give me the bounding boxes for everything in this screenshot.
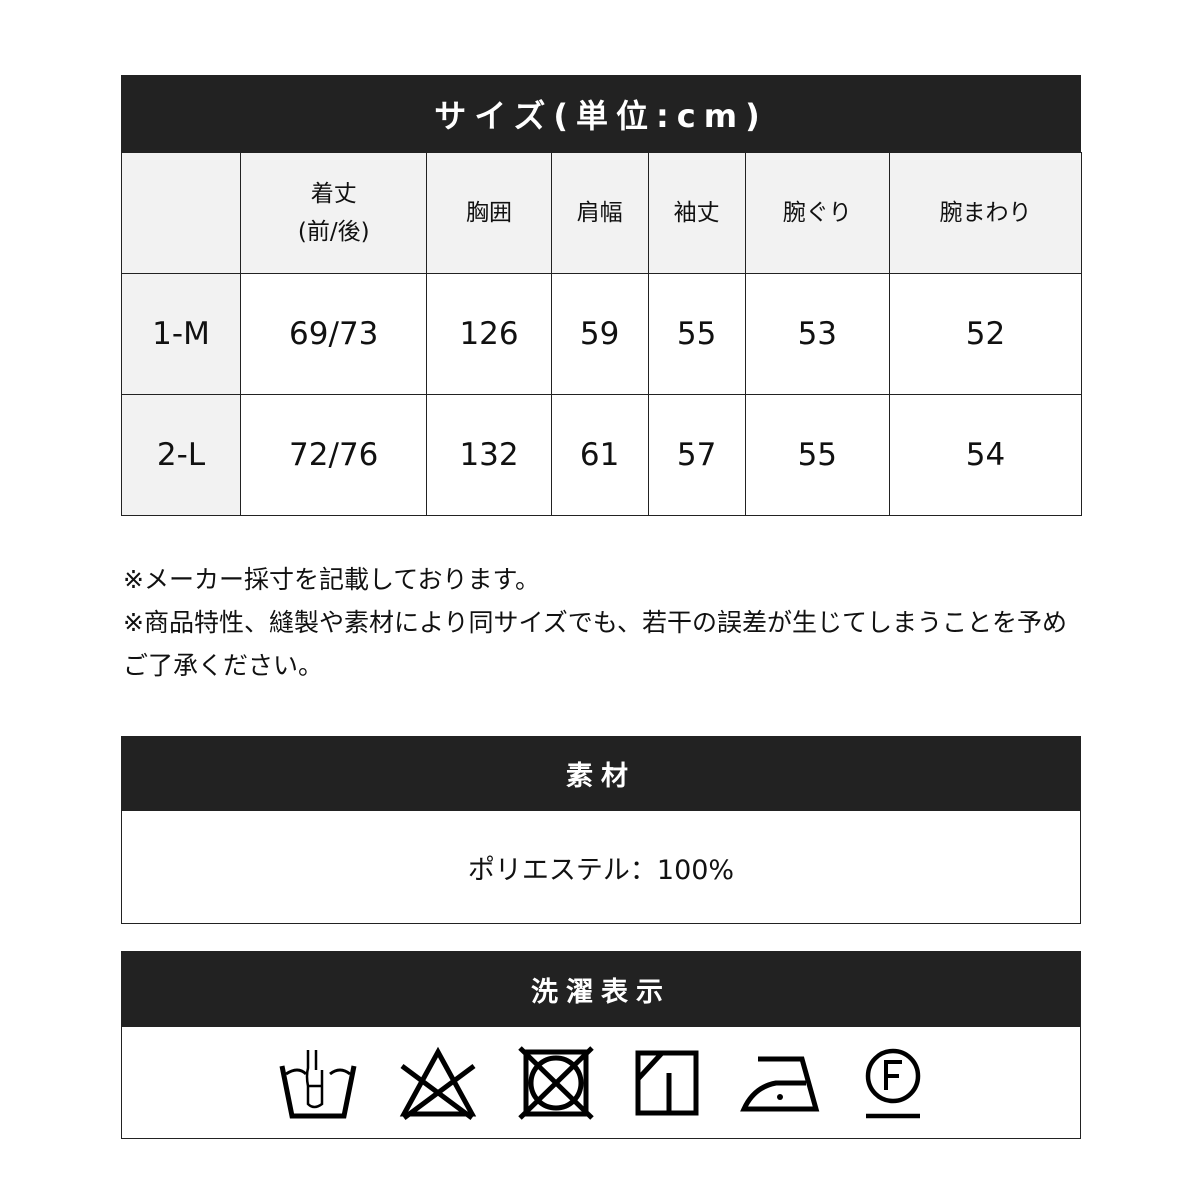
table-row: 2-L 72/76 132 61 57 55 54 [121, 394, 1082, 516]
cell: 52 [889, 273, 1082, 395]
iron-low-icon [740, 1056, 820, 1111]
header-cell: 腕まわり [889, 152, 1082, 274]
cell: 59 [550, 273, 649, 395]
material-box: ポリエステル：100% [121, 811, 1081, 924]
cell: 69/73 [239, 273, 428, 395]
header-cell: 袖丈 [647, 152, 746, 274]
line-dry-shade-icon [635, 1050, 699, 1115]
no-tumble-dry-icon [518, 1045, 594, 1120]
note: ※メーカー採寸を記載しております。 [123, 565, 540, 594]
cell: 55 [647, 273, 746, 395]
care-icons [121, 1027, 1081, 1139]
cell: 57 [647, 394, 746, 516]
header-cell: 腕ぐり [744, 152, 891, 274]
row-label: 2-L [121, 394, 241, 516]
note: ※商品特性、縫製や素材により同サイズでも、若干の誤差が生じてしまうことを予めご了… [123, 608, 1067, 680]
cell: 126 [426, 273, 552, 395]
size-table: 着丈 (前/後) 胸囲 肩幅 袖丈 腕ぐり 腕まわり 1-M 69/73 126… [121, 152, 1082, 516]
material-title: 素材 [121, 736, 1081, 811]
cell: 132 [426, 394, 552, 516]
row-label: 1-M [121, 273, 241, 395]
cell: 72/76 [239, 394, 428, 516]
material-value: ポリエステル：100% [467, 854, 735, 886]
cell: 55 [744, 394, 891, 516]
no-bleach-icon [399, 1046, 477, 1120]
cell: 61 [550, 394, 649, 516]
size-title: サイズ(単位:cm) [121, 75, 1081, 152]
header-cell [121, 152, 241, 274]
header-cell: 肩幅 [550, 152, 649, 274]
table-row: 1-M 69/73 126 59 55 53 52 [121, 273, 1082, 395]
notes: ※メーカー採寸を記載しております。 ※商品特性、縫製や素材により同サイズでも、若… [123, 558, 1083, 687]
table-header-row: 着丈 (前/後) 胸囲 肩幅 袖丈 腕ぐり 腕まわり [121, 152, 1082, 274]
cell: 54 [889, 394, 1082, 516]
header-cell: 着丈 (前/後) [239, 152, 428, 274]
cell: 53 [744, 273, 891, 395]
hand-wash-icon [279, 1049, 357, 1118]
care-title: 洗濯表示 [121, 951, 1081, 1027]
header-cell: 胸囲 [426, 152, 552, 274]
dry-clean-f-icon [865, 1048, 921, 1118]
